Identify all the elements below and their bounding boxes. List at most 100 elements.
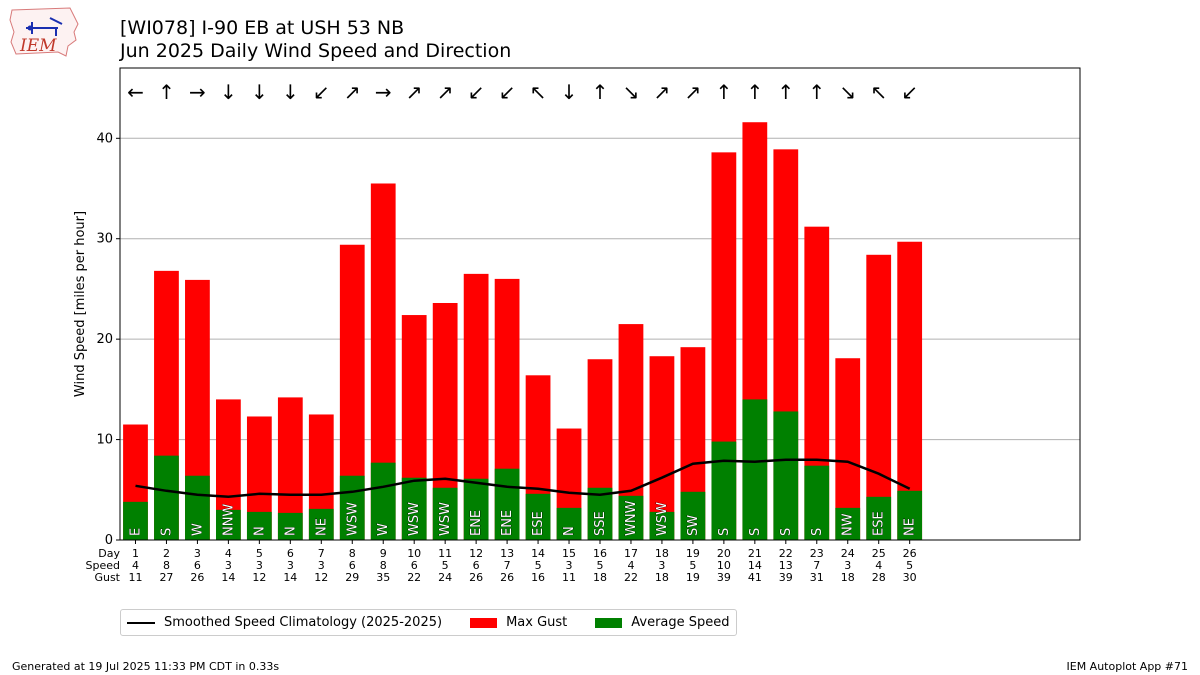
chart-legend: Smoothed Speed Climatology (2025-2025) M… — [120, 609, 737, 636]
speed-label: 6 — [411, 559, 418, 572]
iowa-state-outline-icon — [9, 7, 79, 57]
direction-label: NW — [841, 513, 856, 536]
day-label: 25 — [872, 547, 886, 560]
day-label: 6 — [287, 547, 294, 560]
row-label: Speed — [86, 559, 120, 572]
speed-label: 3 — [225, 559, 232, 572]
gust-bar — [897, 241, 923, 540]
legend-label-average: Average Speed — [631, 615, 730, 630]
avg-bar — [897, 490, 923, 540]
direction-label: WNW — [624, 500, 639, 536]
gust-bar — [866, 254, 892, 540]
gust-label: 30 — [903, 571, 917, 584]
legend-item-gust: Max Gust — [470, 615, 567, 630]
legend-gust-swatch — [470, 617, 498, 628]
gust-label: 12 — [252, 571, 266, 584]
direction-arrow-icon: ← — [127, 80, 144, 104]
day-label: 8 — [349, 547, 356, 560]
gust-label: 11 — [128, 571, 142, 584]
day-label: 12 — [469, 547, 483, 560]
speed-label: 5 — [442, 559, 449, 572]
legend-line-swatch — [127, 621, 155, 624]
direction-arrow-icon: ↑ — [715, 80, 732, 104]
direction-arrow-icon: ↑ — [158, 80, 175, 104]
direction-label: E — [128, 528, 143, 536]
avg-bar — [370, 462, 396, 540]
direction-label: N — [252, 526, 267, 536]
direction-arrow-icon: ↗ — [406, 80, 423, 104]
direction-label: ESE — [531, 511, 546, 536]
avg-bar — [246, 511, 272, 540]
avg-bar — [494, 468, 520, 540]
direction-arrow-icon: ↑ — [592, 80, 609, 104]
gust-label: 19 — [686, 571, 700, 584]
direction-label: WSW — [407, 502, 422, 536]
speed-label: 3 — [844, 559, 851, 572]
direction-arrow-icon: ↓ — [251, 80, 268, 104]
day-label: 14 — [531, 547, 545, 560]
avg-bar — [525, 493, 551, 540]
direction-label: ENE — [469, 510, 484, 536]
direction-label: NE — [314, 518, 329, 536]
gust-label: 29 — [345, 571, 359, 584]
direction-label: S — [159, 528, 174, 536]
avg-bar — [556, 507, 582, 540]
day-label: 16 — [593, 547, 607, 560]
row-label: Day — [98, 547, 120, 560]
y-tick-label: 40 — [96, 131, 113, 146]
direction-arrow-icon: ↙ — [313, 80, 330, 104]
direction-arrow-icon: ↑ — [777, 80, 794, 104]
direction-label: S — [779, 528, 794, 536]
gust-label: 22 — [624, 571, 638, 584]
direction-arrow-icon: ↑ — [808, 80, 825, 104]
avg-bar — [432, 487, 458, 540]
speed-label: 4 — [627, 559, 634, 572]
wind-chart: E S W NNW N N NE WSW W WSW WSW ENE ENE ESE N SSE WNW WSW S… — [73, 67, 1081, 584]
direction-arrow-icon: ↗ — [685, 80, 702, 104]
gust-label: 18 — [593, 571, 607, 584]
speed-label: 5 — [689, 559, 696, 572]
day-label: 1 — [132, 547, 139, 560]
legend-avg-swatch — [595, 617, 623, 628]
avg-bar — [463, 478, 489, 540]
direction-label: N — [283, 526, 298, 536]
day-label: 24 — [841, 547, 855, 560]
avg-bar — [711, 441, 737, 540]
day-label: 5 — [256, 547, 263, 560]
direction-arrow-icon: ↗ — [344, 80, 361, 104]
direction-arrow-icon: → — [375, 80, 392, 104]
gust-bar — [649, 356, 675, 540]
gust-label: 18 — [655, 571, 669, 584]
speed-label: 3 — [318, 559, 325, 572]
avg-bar — [804, 465, 830, 540]
legend-item-average: Average Speed — [595, 615, 730, 630]
direction-arrow-icon: ↖ — [530, 80, 547, 104]
direction-label: W — [376, 523, 391, 536]
gust-label: 26 — [190, 571, 204, 584]
day-label: 17 — [624, 547, 638, 560]
speed-label: 8 — [163, 559, 170, 572]
footer-generated: Generated at 19 Jul 2025 11:33 PM CDT in… — [12, 660, 280, 673]
iem-logo: IEM — [9, 7, 79, 57]
day-label: 2 — [163, 547, 170, 560]
gust-label: 31 — [810, 571, 824, 584]
y-tick-label: 30 — [96, 232, 113, 247]
speed-label: 4 — [132, 559, 139, 572]
direction-arrow-icon: ↙ — [499, 80, 516, 104]
gust-label: 35 — [376, 571, 390, 584]
speed-label: 4 — [875, 559, 882, 572]
gust-label: 22 — [407, 571, 421, 584]
avg-bar — [154, 455, 179, 540]
gust-label: 28 — [872, 571, 886, 584]
y-tick-label: 10 — [96, 433, 113, 448]
speed-label: 10 — [717, 559, 731, 572]
avg-bar — [123, 501, 148, 540]
avg-bar — [742, 399, 768, 540]
day-label: 3 — [194, 547, 201, 560]
speed-label: 6 — [473, 559, 480, 572]
avg-bar — [277, 512, 303, 540]
direction-arrow-icon: ↙ — [468, 80, 485, 104]
speed-label: 3 — [256, 559, 263, 572]
y-tick-label: 0 — [105, 533, 113, 548]
row-label: Gust — [94, 571, 120, 584]
